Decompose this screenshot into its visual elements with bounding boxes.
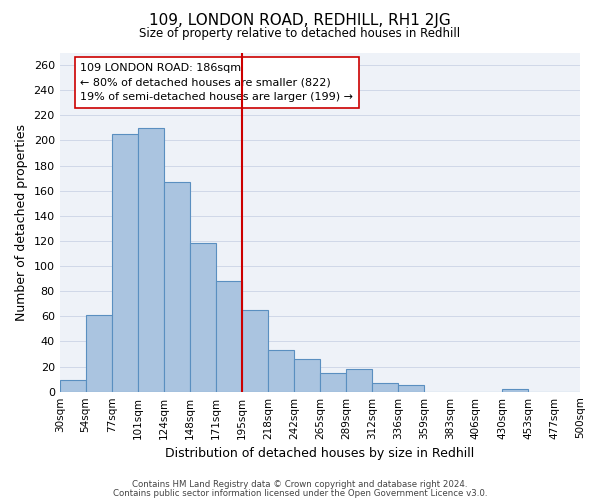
Text: Size of property relative to detached houses in Redhill: Size of property relative to detached ho… (139, 28, 461, 40)
Text: Contains HM Land Registry data © Crown copyright and database right 2024.: Contains HM Land Registry data © Crown c… (132, 480, 468, 489)
Bar (216, 281, 242, 392)
Y-axis label: Number of detached properties: Number of detached properties (15, 124, 28, 320)
Bar (86, 315, 112, 392)
Bar (190, 244, 216, 392)
Bar (502, 389, 528, 392)
Bar (372, 383, 398, 392)
X-axis label: Distribution of detached houses by size in Redhill: Distribution of detached houses by size … (165, 447, 475, 460)
Bar (346, 369, 372, 392)
Bar (242, 310, 268, 392)
Bar (112, 134, 138, 392)
Bar (164, 182, 190, 392)
Text: Contains public sector information licensed under the Open Government Licence v3: Contains public sector information licen… (113, 488, 487, 498)
Text: 109, LONDON ROAD, REDHILL, RH1 2JG: 109, LONDON ROAD, REDHILL, RH1 2JG (149, 12, 451, 28)
Bar (268, 350, 294, 392)
Bar (138, 128, 164, 392)
Bar (398, 386, 424, 392)
Bar (59, 380, 86, 392)
Bar (320, 373, 346, 392)
Bar (294, 359, 320, 392)
Text: 109 LONDON ROAD: 186sqm
← 80% of detached houses are smaller (822)
19% of semi-d: 109 LONDON ROAD: 186sqm ← 80% of detache… (80, 62, 353, 102)
